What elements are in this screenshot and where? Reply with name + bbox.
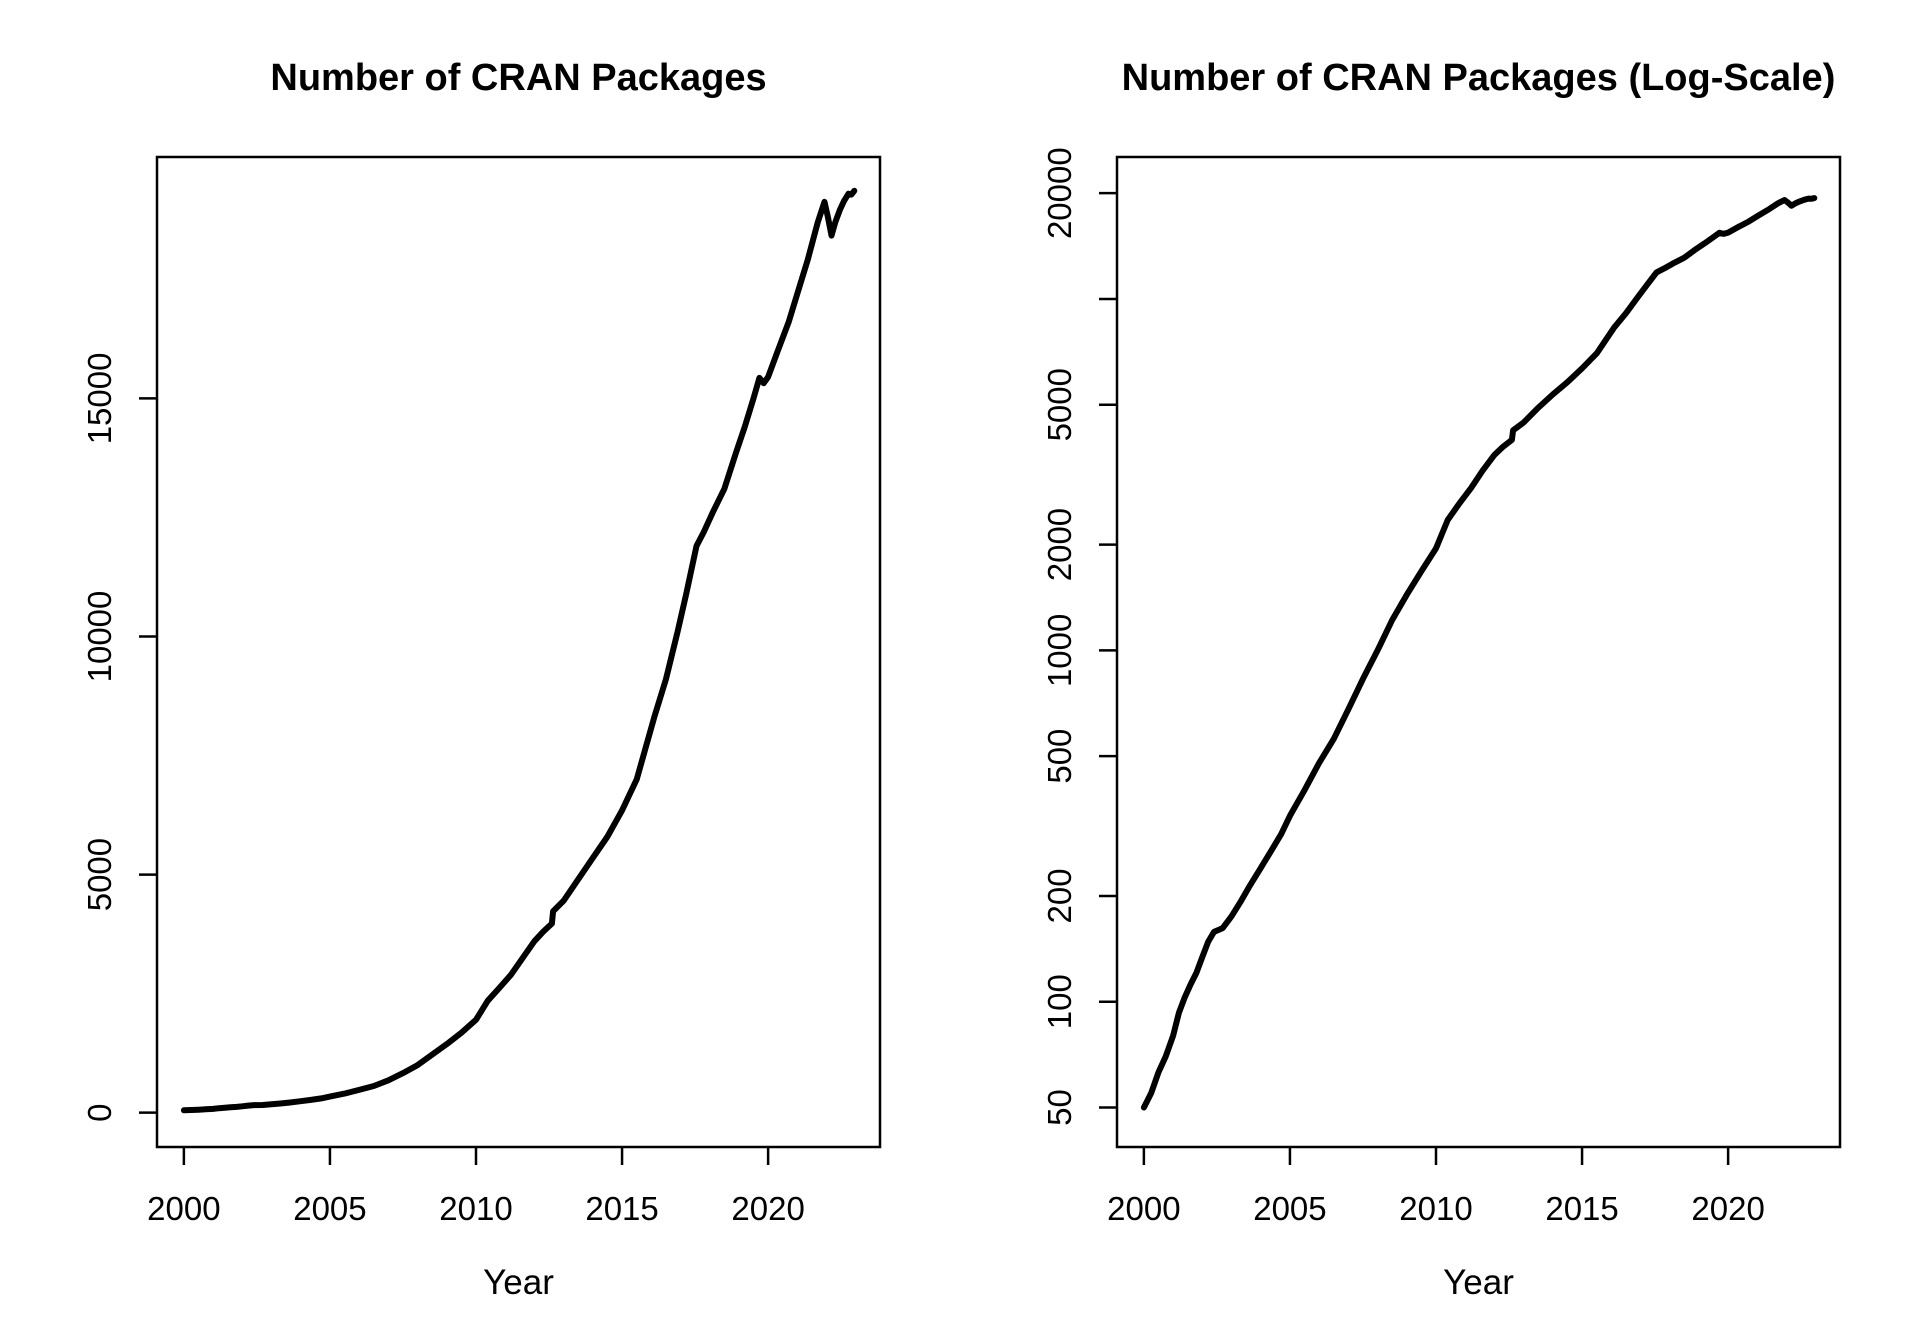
y-tick-label: 10000	[81, 591, 118, 683]
plot-log: 2000 2005 2010 2015 2020 50 100 200 500 1000 2000 5…	[1041, 147, 1842, 1227]
y-tick-label: 15000	[81, 353, 118, 445]
plot-linear: 2000 2005 2010 2015 2020 0 5000 10000 15000	[81, 155, 882, 1227]
y-tick-label: 5000	[1041, 368, 1078, 441]
y-tick-label: 500	[1041, 729, 1078, 784]
plot-box	[155, 155, 882, 1149]
x-tick-label: 2005	[293, 1190, 366, 1227]
y-tick-label: 5000	[81, 838, 118, 911]
x-tick-label: 2020	[731, 1190, 804, 1227]
y-tick-label: 50	[1041, 1089, 1078, 1126]
x-tick-label: 2000	[147, 1190, 220, 1227]
x-tick-label: 2020	[1691, 1190, 1764, 1227]
x-tick-label: 2005	[1253, 1190, 1326, 1227]
x-axis-title-linear: Year	[483, 1263, 554, 1302]
data-curve	[180, 187, 858, 1114]
x-tick-label: 2015	[585, 1190, 658, 1227]
y-tick-label: 1000	[1041, 614, 1078, 687]
x-tick-label: 2010	[439, 1190, 512, 1227]
y-tick-label: 20000	[1041, 147, 1078, 239]
y-tick-label: 100	[1041, 974, 1078, 1029]
plot-box	[1115, 155, 1842, 1149]
x-tick-label: 2010	[1399, 1190, 1472, 1227]
x-axis-title-log: Year	[1443, 1263, 1514, 1302]
x-tick-label: 2000	[1107, 1190, 1180, 1227]
y-tick-label: 2000	[1041, 508, 1078, 581]
data-curve	[1140, 195, 1818, 1111]
plot-title-log: Number of CRAN Packages (Log-Scale)	[1121, 57, 1836, 99]
y-tick-label: 200	[1041, 868, 1078, 923]
plot-title-linear: Number of CRAN Packages	[270, 57, 767, 99]
y-tick-label: 0	[81, 1103, 118, 1121]
x-tick-label: 2015	[1545, 1190, 1618, 1227]
